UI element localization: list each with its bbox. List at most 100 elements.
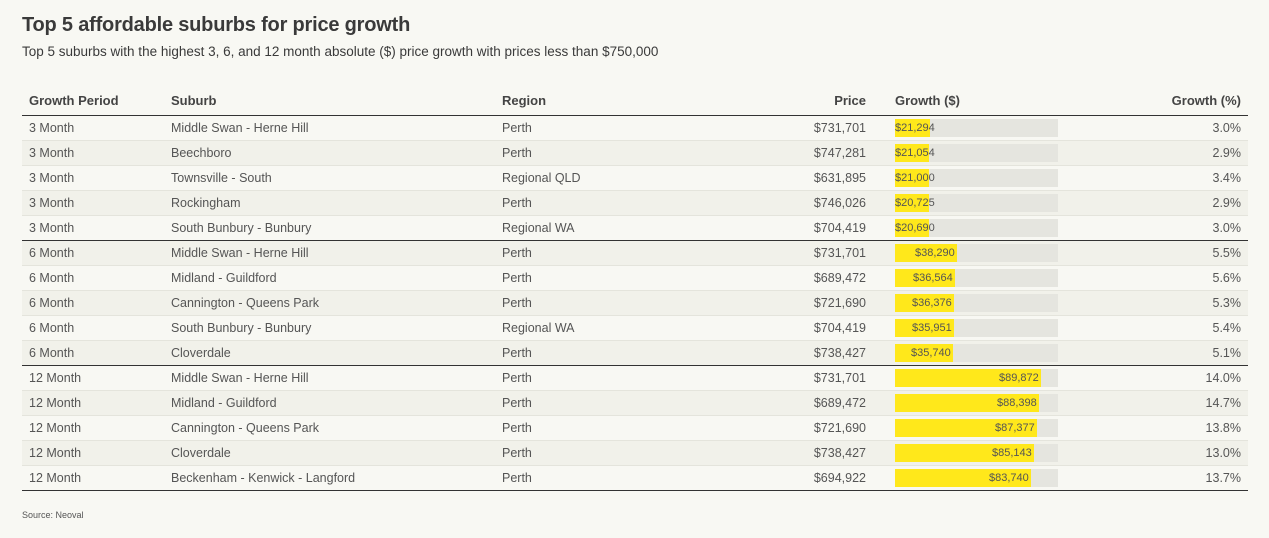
table-row: 12 Month Midland - Guildford Perth $689,472…: [22, 390, 1248, 416]
cell-price: $704,419: [682, 315, 866, 341]
cell-region: Perth: [502, 465, 682, 491]
growth-bar-track: $21,054: [895, 144, 1058, 162]
cell-growth-period: 12 Month: [22, 415, 171, 441]
growth-bar: [895, 269, 955, 287]
cell-price: $721,690: [682, 290, 866, 316]
cell-region: Perth: [502, 440, 682, 466]
growth-bar-track: $83,740: [895, 469, 1058, 487]
cell-growth-percent: 2.9%: [1085, 140, 1248, 166]
cell-region: Perth: [502, 115, 682, 141]
cell-growth-dollars: $83,740: [866, 465, 1085, 491]
column-header-growth-period: Growth Period: [22, 86, 171, 116]
cell-suburb: Rockingham: [171, 190, 502, 216]
cell-growth-period: 12 Month: [22, 465, 171, 491]
growth-bar: [895, 344, 953, 362]
growth-bar-track: $36,564: [895, 269, 1058, 287]
cell-price: $747,281: [682, 140, 866, 166]
table-row: 3 Month South Bunbury - Bunbury Regional W…: [22, 215, 1248, 241]
growth-bar-label: $21,054: [895, 147, 935, 159]
growth-bar: [895, 294, 954, 312]
column-header-region: Region: [502, 86, 682, 116]
cell-suburb: Middle Swan - Herne Hill: [171, 240, 502, 266]
growth-bar: [895, 369, 1041, 387]
cell-growth-period: 3 Month: [22, 190, 171, 216]
cell-growth-percent: 3.0%: [1085, 115, 1248, 141]
column-header-price: Price: [682, 86, 866, 116]
cell-growth-period: 3 Month: [22, 165, 171, 191]
cell-growth-dollars: $36,564: [866, 265, 1085, 291]
column-header-growth-percent: Growth (%): [1085, 86, 1248, 116]
cell-suburb: South Bunbury - Bunbury: [171, 315, 502, 341]
cell-price: $731,701: [682, 240, 866, 266]
cell-growth-dollars: $35,951: [866, 315, 1085, 341]
cell-price: $721,690: [682, 415, 866, 441]
growth-bar-track: $35,740: [895, 344, 1058, 362]
chart-title: Top 5 affordable suburbs for price growt…: [22, 14, 411, 36]
cell-price: $689,472: [682, 265, 866, 291]
table-row: 12 Month Beckenham - Kenwick - Langford Pe…: [22, 465, 1248, 491]
growth-bar-label: $83,740: [989, 472, 1029, 484]
cell-suburb: Midland - Guildford: [171, 390, 502, 416]
growth-bar-track: $38,290: [895, 244, 1058, 262]
table-row: 3 Month Townsville - South Regional QLD $63…: [22, 165, 1248, 191]
table-row: 3 Month Middle Swan - Herne Hill Perth $731…: [22, 115, 1248, 141]
cell-suburb: Cloverdale: [171, 340, 502, 366]
cell-growth-percent: 5.5%: [1085, 240, 1248, 266]
growth-bar: [895, 319, 954, 337]
cell-region: Regional WA: [502, 315, 682, 341]
cell-growth-dollars: $87,377: [866, 415, 1085, 441]
cell-growth-dollars: $85,143: [866, 440, 1085, 466]
cell-growth-period: 6 Month: [22, 240, 171, 266]
column-header-growth-dollars: Growth ($): [866, 86, 1085, 116]
cell-suburb: Middle Swan - Herne Hill: [171, 365, 502, 391]
growth-bar-label: $35,951: [912, 322, 952, 334]
cell-price: $731,701: [682, 115, 866, 141]
growth-bar-label: $21,000: [895, 172, 935, 184]
cell-region: Perth: [502, 265, 682, 291]
cell-region: Perth: [502, 390, 682, 416]
growth-bar-track: $21,294: [895, 119, 1058, 137]
cell-growth-percent: 5.1%: [1085, 340, 1248, 366]
cell-region: Perth: [502, 415, 682, 441]
growth-bar-label: $88,398: [997, 397, 1037, 409]
cell-growth-dollars: $38,290: [866, 240, 1085, 266]
growth-bar-label: $35,740: [911, 347, 951, 359]
cell-growth-period: 6 Month: [22, 265, 171, 291]
table-row: 6 Month South Bunbury - Bunbury Regional W…: [22, 315, 1248, 341]
growth-bar-label: $89,872: [999, 372, 1039, 384]
growth-bar: [895, 419, 1037, 437]
cell-growth-period: 3 Month: [22, 115, 171, 141]
cell-price: $689,472: [682, 390, 866, 416]
cell-growth-percent: 5.6%: [1085, 265, 1248, 291]
cell-price: $746,026: [682, 190, 866, 216]
table-row: 12 Month Middle Swan - Herne Hill Perth $73…: [22, 365, 1248, 391]
table-row: 6 Month Cannington - Queens Park Perth $721…: [22, 290, 1248, 316]
cell-price: $731,701: [682, 365, 866, 391]
growth-bar: [895, 244, 957, 262]
cell-growth-dollars: $21,294: [866, 115, 1085, 141]
cell-growth-dollars: $20,725: [866, 190, 1085, 216]
growth-bar-track: $21,000: [895, 169, 1058, 187]
cell-region: Regional QLD: [502, 165, 682, 191]
growth-bar-label: $38,290: [915, 247, 955, 259]
cell-growth-period: 12 Month: [22, 390, 171, 416]
cell-growth-percent: 5.3%: [1085, 290, 1248, 316]
cell-region: Perth: [502, 290, 682, 316]
cell-growth-percent: 13.8%: [1085, 415, 1248, 441]
table-row: 6 Month Midland - Guildford Perth $689,472 $…: [22, 265, 1248, 291]
cell-growth-dollars: $88,398: [866, 390, 1085, 416]
cell-region: Perth: [502, 365, 682, 391]
table-row: 12 Month Cannington - Queens Park Perth $72…: [22, 415, 1248, 441]
cell-price: $738,427: [682, 440, 866, 466]
growth-bar-label: $85,143: [992, 447, 1032, 459]
cell-region: Perth: [502, 240, 682, 266]
growth-bar: [895, 394, 1039, 412]
cell-growth-period: 3 Month: [22, 140, 171, 166]
cell-growth-dollars: $21,054: [866, 140, 1085, 166]
growth-bar-track: $89,872: [895, 369, 1058, 387]
growth-bar: [895, 169, 929, 187]
cell-suburb: Cloverdale: [171, 440, 502, 466]
cell-region: Perth: [502, 340, 682, 366]
cell-price: $738,427: [682, 340, 866, 366]
table-body: 3 Month Middle Swan - Herne Hill Perth $731…: [22, 115, 1248, 491]
